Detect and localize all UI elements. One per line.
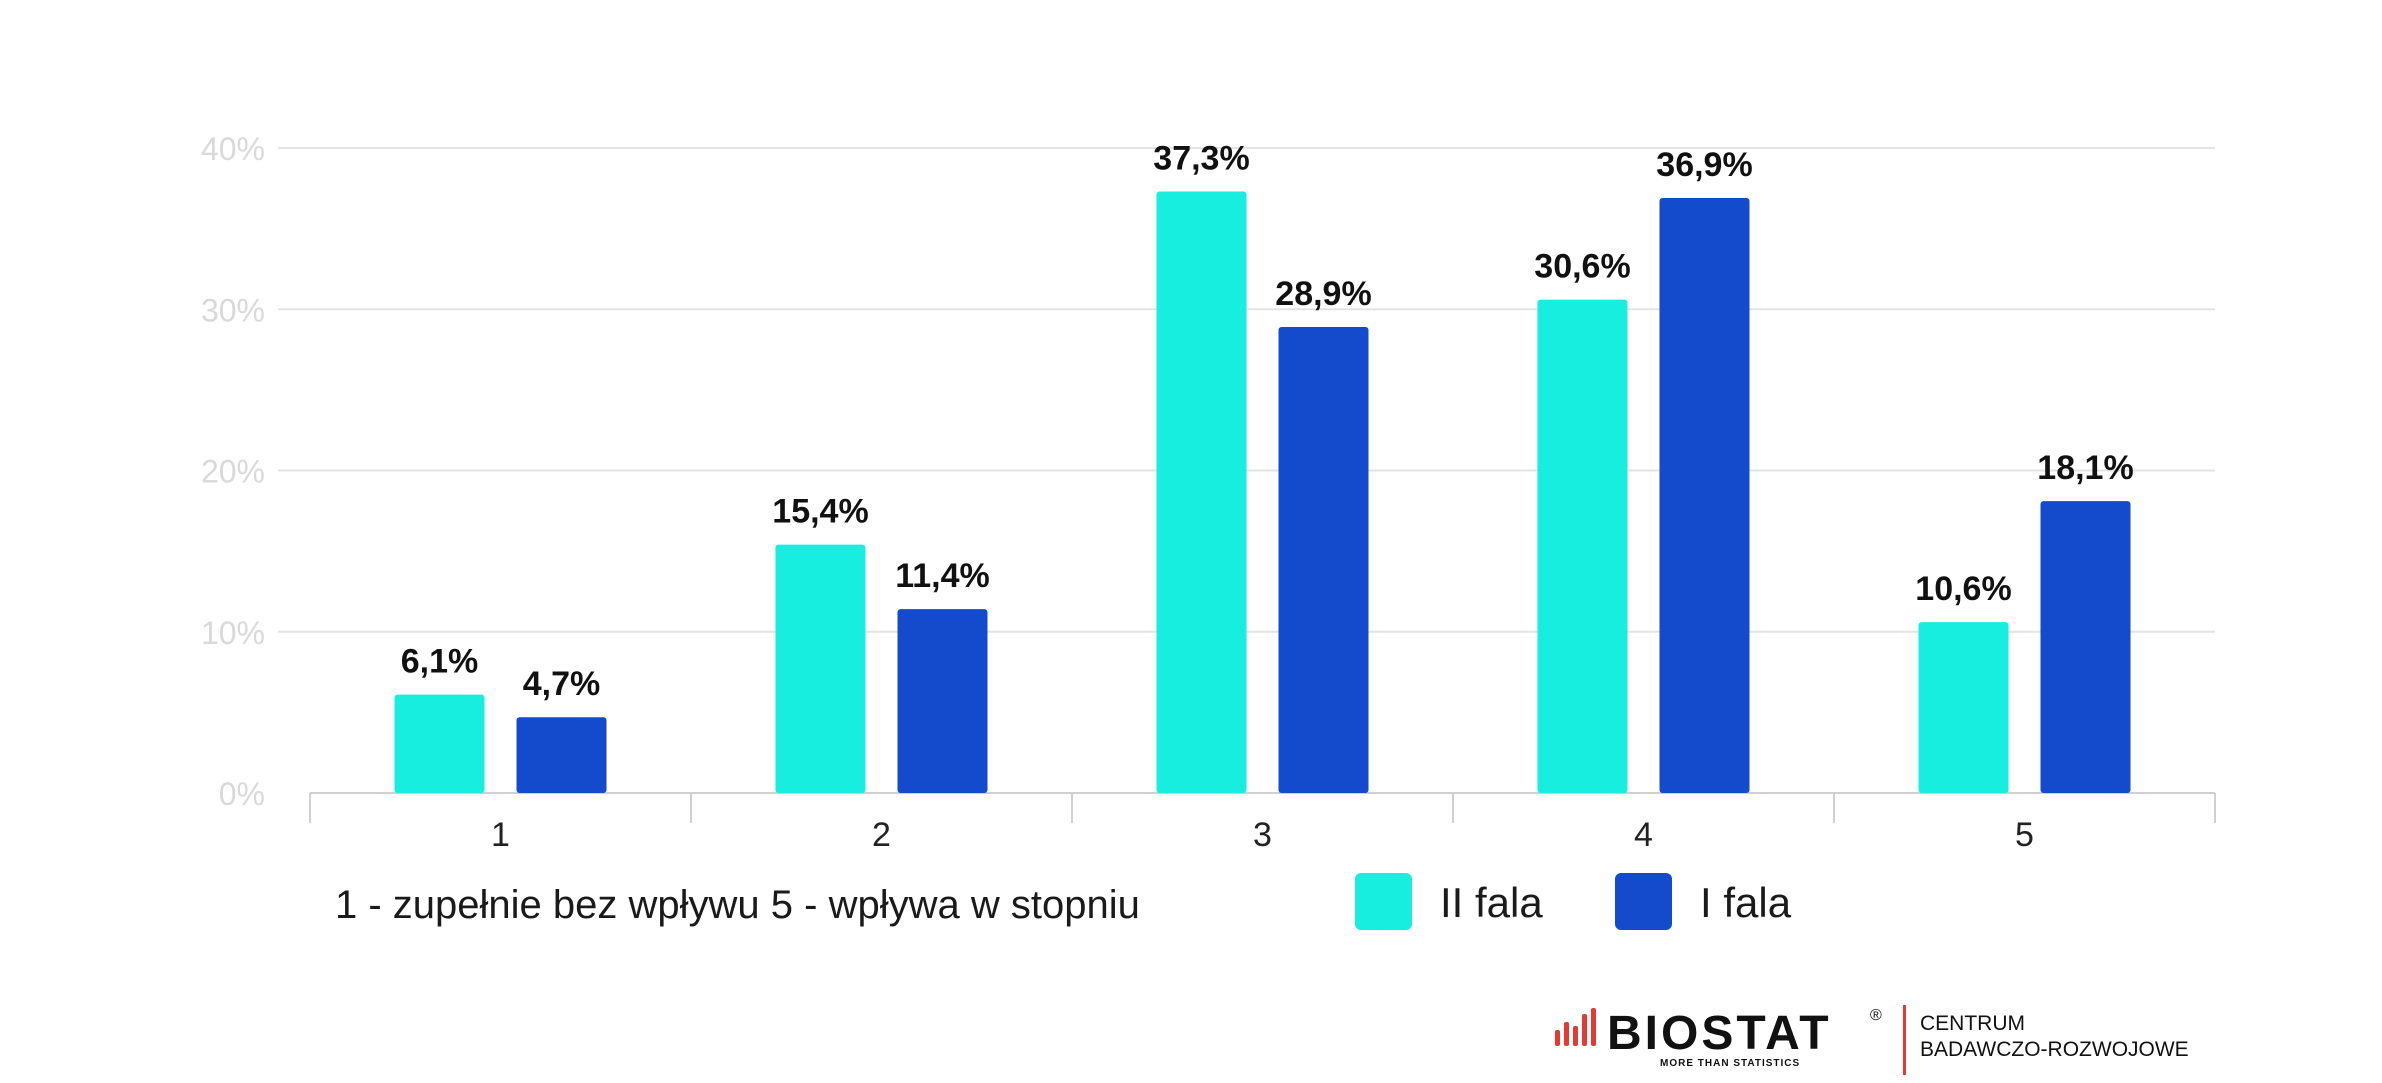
legend-label-i-fala: I fala [1700, 879, 1792, 926]
scale-note: 1 - zupełnie bez wpływu 5 - wpływa w sto… [335, 883, 1140, 927]
data-label: 28,9% [1275, 275, 1371, 313]
x-tick-label: 5 [2015, 816, 2034, 854]
bar [1278, 326, 1369, 793]
x-tick-label: 3 [1253, 816, 1272, 854]
data-labels: 6,1% 15,4% 37,3% 30,6% 10,6% 4,7% 11,4% 28,9% 36… [401, 140, 2134, 704]
y-tick-label: 10% [201, 615, 265, 651]
logo-side-line-2: BADAWCZO-ROZWOJOWE [1920, 1038, 2189, 1061]
logo-wordmark: BIOSTAT [1607, 1007, 1832, 1060]
legend-swatch-i-fala [1615, 873, 1672, 930]
x-axis: 1 2 3 4 5 [309, 792, 2216, 854]
data-label: 4,7% [523, 665, 601, 703]
bar [394, 694, 485, 793]
data-label: 30,6% [1534, 248, 1630, 286]
bar [1156, 191, 1247, 794]
logo-side-line-1: CENTRUM [1920, 1012, 2025, 1035]
legend-label-ii-fala: II fala [1440, 879, 1543, 926]
legend-swatch-ii-fala [1355, 873, 1412, 930]
bars [394, 191, 2131, 794]
bar [1918, 622, 2009, 793]
x-tick-label: 2 [872, 816, 891, 854]
y-tick-label: 40% [201, 131, 265, 167]
bar [1537, 299, 1628, 793]
logo-divider [1903, 1005, 1906, 1075]
bar [2040, 501, 2131, 793]
bar [775, 544, 866, 793]
bar [1659, 197, 1750, 794]
data-label: 15,4% [772, 493, 868, 531]
data-label: 6,1% [401, 643, 479, 681]
x-tick-label: 4 [1634, 816, 1653, 854]
legend: II fala I fala [1355, 873, 1792, 930]
y-tick-label: 20% [201, 454, 265, 490]
y-tick-label: 30% [201, 292, 265, 328]
x-tick-label: 1 [491, 816, 510, 854]
data-label: 11,4% [895, 557, 990, 595]
data-label: 37,3% [1153, 140, 1249, 178]
registered-mark: ® [1870, 1007, 1882, 1024]
logo-tagline: MORE THAN STATISTICS [1660, 1058, 1800, 1069]
data-label: 10,6% [1915, 570, 2011, 608]
data-label: 18,1% [2037, 449, 2133, 487]
y-axis-ticks: 0% 10% 20% 30% 40% [201, 131, 265, 812]
bar-mark-icon [1555, 1008, 1596, 1046]
y-tick-label: 0% [219, 776, 265, 812]
bar [516, 717, 607, 793]
data-label: 36,9% [1656, 146, 1752, 184]
biostat-logo: BIOSTAT ® MORE THAN STATISTICS CENTRUM B… [1555, 1005, 2189, 1075]
bar [897, 609, 988, 793]
